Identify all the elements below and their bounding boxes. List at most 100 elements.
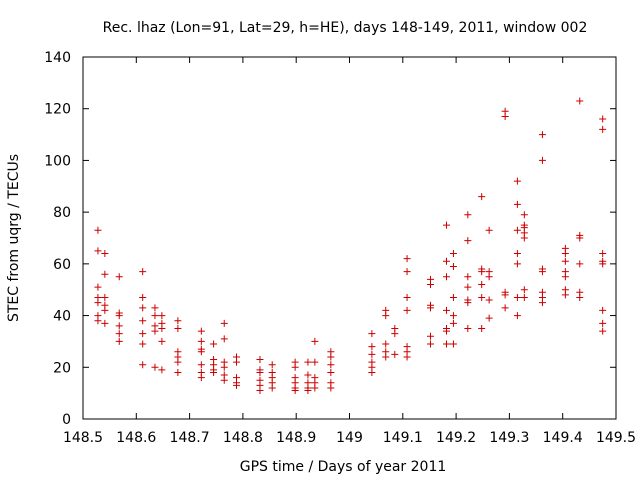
y-tick-label: 120 [44,102,71,118]
data-point [449,262,457,270]
data-point [311,337,319,345]
x-tick-label: 149.1 [383,430,423,446]
data-point [94,247,102,255]
data-point [151,363,159,371]
data-point [291,363,299,371]
data-point [478,325,486,332]
data-point [139,361,147,369]
data-point [233,381,241,389]
chart-title: Rec. lhaz (Lon=91, Lat=29, h=HE), days 1… [103,20,588,36]
data-point [403,306,411,314]
data-point [101,270,109,278]
x-tick-label: 148.6 [116,430,156,446]
data-point [427,332,435,340]
y-tick-label: 20 [53,360,71,376]
data-point [210,340,218,348]
x-tick-label: 149.5 [596,430,636,446]
data-point [382,340,390,348]
x-tick-label: 148.9 [276,430,316,446]
data-point [151,327,159,335]
data-point [485,226,493,234]
data-point [115,273,123,281]
data-point [449,293,457,301]
data-point [520,234,528,242]
data-point [449,312,457,320]
y-tick-label: 0 [62,412,71,428]
data-point [210,368,218,376]
data-point [368,368,376,376]
data-point [464,325,472,332]
data-point [382,353,390,361]
data-point [115,322,123,330]
x-tick-label: 148.5 [63,430,103,446]
data-point [576,260,584,268]
data-point [158,325,166,332]
data-point [478,193,486,201]
data-point [464,299,472,307]
data-point [139,304,147,312]
data-point [464,273,472,281]
data-point [538,156,546,164]
plot-frame [82,56,617,420]
data-point [197,374,205,382]
data-point [403,293,411,301]
data-point [576,234,584,242]
data-point [94,226,102,234]
data-point [513,260,521,268]
data-point [115,330,123,338]
data-point [599,319,607,327]
x-tick-label: 149 [336,430,363,446]
data-point [311,358,319,366]
data-point [327,353,335,361]
data-point [101,293,109,301]
data-point [94,299,102,307]
y-tick-label: 140 [44,50,71,66]
data-point [599,306,607,314]
data-point [561,250,569,258]
data-point [197,348,205,356]
data-point [513,312,521,320]
data-point [197,361,205,369]
data-point [139,268,147,276]
data-point [443,327,451,335]
data-point [158,366,166,374]
data-point [391,350,399,358]
data-point [599,260,607,268]
data-point [501,291,509,299]
data-point [538,268,546,276]
data-point [327,368,335,376]
data-point [599,115,607,123]
data-point [220,319,228,327]
data-point [94,317,102,325]
data-point [443,273,451,281]
data-point [538,131,546,139]
data-point [403,353,411,361]
data-point [427,340,435,348]
data-point [576,97,584,105]
data-point [268,361,276,369]
data-point [368,330,376,338]
data-point [485,314,493,322]
data-point [599,250,607,258]
data-point [513,293,521,301]
data-point [139,330,147,338]
data-point [256,387,264,395]
data-point [174,317,182,325]
data-point [115,312,123,320]
data-point [464,283,472,291]
data-points [94,97,607,395]
y-axis-label: STEC from uqrg / TECUs [6,154,22,322]
data-point [304,387,312,395]
data-point [139,317,147,325]
x-tick-label: 148.8 [223,430,263,446]
data-point [576,293,584,301]
data-point [561,257,569,265]
data-point [220,376,228,384]
data-point [311,384,319,392]
data-point [94,283,102,291]
data-point [233,358,241,366]
data-point [501,304,509,312]
data-point [368,350,376,358]
